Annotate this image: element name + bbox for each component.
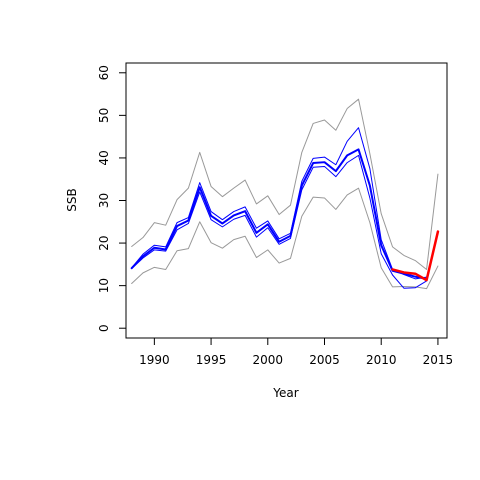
x-axis: 1990 1995 2000 2005 2010 2015 (139, 337, 454, 367)
series-layer (130, 98, 440, 290)
x-axis-title: Year (272, 386, 298, 400)
series-line-estimate-upper (131, 127, 428, 280)
series-line-estimate-lower (131, 154, 428, 289)
x-tick-label: 1990 (139, 353, 170, 367)
x-tick-label: 2015 (423, 353, 454, 367)
y-axis: 0 10 20 30 40 50 60 (97, 65, 127, 332)
x-tick-label: 2010 (366, 353, 397, 367)
series-line-projection (391, 230, 440, 282)
y-tick-label: 50 (97, 108, 111, 123)
x-tick-label: 1995 (196, 353, 227, 367)
y-tick-label: 40 (97, 150, 111, 165)
series-line-upper-bound (131, 98, 439, 270)
y-tick-label: 30 (97, 193, 111, 208)
x-tick-label: 2005 (309, 353, 340, 367)
y-tick-label: 60 (97, 65, 111, 80)
series-line-estimate (130, 148, 428, 280)
series-line-lower-bound (131, 187, 439, 290)
y-tick-label: 20 (97, 235, 111, 250)
y-tick-label: 0 (97, 324, 111, 332)
y-tick-label: 10 (97, 278, 111, 293)
x-tick-label: 2000 (253, 353, 284, 367)
y-axis-title: SSB (65, 188, 79, 211)
